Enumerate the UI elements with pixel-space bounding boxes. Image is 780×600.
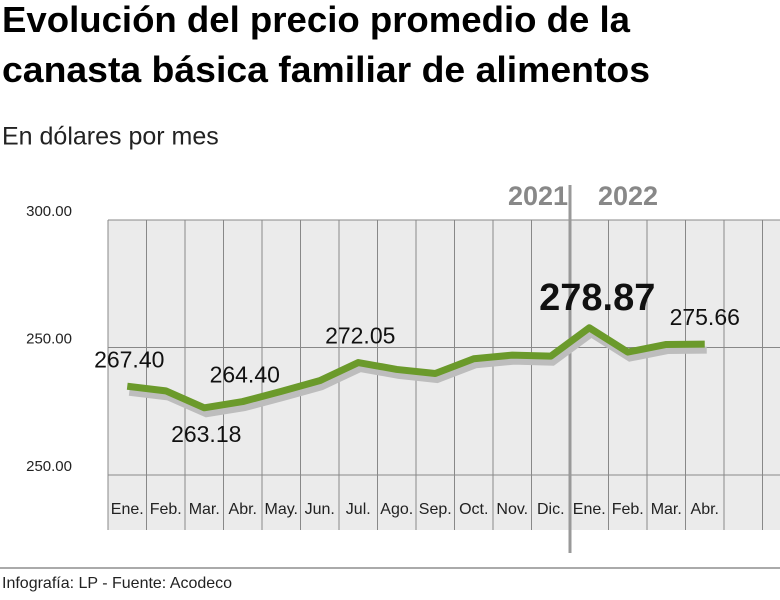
y-tick-label: 250.00 xyxy=(26,330,72,347)
data-label: 264.40 xyxy=(210,362,280,388)
data-label: 263.18 xyxy=(171,421,241,447)
line-shadow xyxy=(128,329,707,418)
chart-subtitle: En dólares por mes xyxy=(2,123,219,151)
x-tick-label: Feb. xyxy=(612,501,644,518)
line xyxy=(126,324,705,412)
data-label: 272.05 xyxy=(325,323,395,349)
x-tick-label: Ago. xyxy=(380,501,413,518)
x-tick-label: Abr. xyxy=(229,501,257,518)
data-label: 278.87 xyxy=(539,277,655,319)
data-label: 275.66 xyxy=(670,304,740,330)
source: Infografía: LP - Fuente: Acodeco xyxy=(2,575,232,592)
period-label: 2022 xyxy=(598,181,658,211)
x-tick-label: Mar. xyxy=(651,501,682,518)
y-tick-label: 300.00 xyxy=(26,203,72,220)
x-tick-label: Dic. xyxy=(537,501,565,518)
x-tick-label: Mar. xyxy=(189,501,220,518)
data-label: 267.40 xyxy=(94,346,164,372)
x-tick-label: Ene. xyxy=(111,501,144,518)
x-tick-label: May. xyxy=(265,501,298,518)
chart-title: Evolución del precio promedio de la canas… xyxy=(2,0,650,90)
x-tick-label: Oct. xyxy=(459,501,488,518)
period-label: 2021 xyxy=(508,181,568,211)
y-tick-label: 250.00 xyxy=(26,458,72,475)
x-tick-label: Abr. xyxy=(691,501,719,518)
x-tick-label: Jun. xyxy=(305,501,335,518)
x-tick-label: Sep. xyxy=(419,501,452,518)
x-tick-label: Feb. xyxy=(150,501,182,518)
x-tick-label: Nov. xyxy=(496,501,528,518)
x-tick-label: Jul. xyxy=(346,501,371,518)
x-tick-label: Ene. xyxy=(573,501,606,518)
